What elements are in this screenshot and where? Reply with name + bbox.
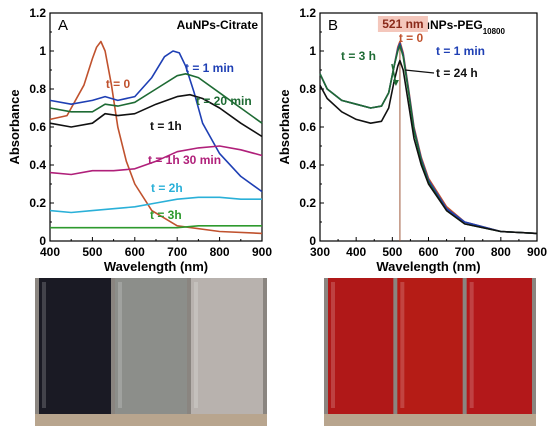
series-group xyxy=(49,40,263,235)
x-tick-label: 600 xyxy=(418,245,438,259)
series-label: t = 3 h xyxy=(341,49,376,63)
series-label: t = 1h 30 min xyxy=(148,153,221,167)
series-line xyxy=(319,59,538,235)
peak-label-box xyxy=(377,16,428,32)
series-label: t = 20 min xyxy=(196,94,252,108)
cuvette-highlight xyxy=(194,282,198,408)
y-tick-label: 1 xyxy=(309,44,316,58)
series-line xyxy=(49,73,263,124)
y-tick-label: 1.2 xyxy=(299,6,316,20)
x-tick-label: 500 xyxy=(382,245,402,259)
cuvette xyxy=(397,278,463,414)
chart-title-subscript: 10800 xyxy=(483,27,506,36)
series-line xyxy=(49,196,262,214)
series-line xyxy=(50,225,262,229)
y-tick-label: 0.6 xyxy=(29,120,46,134)
chart-panel-a: 400 500 600 700 800 900 0 0.2 0.4 0.6 0.8 1 1.2 Wavel… xyxy=(7,6,272,274)
x-tick-label: 600 xyxy=(125,245,145,259)
plot-frame xyxy=(319,12,538,242)
panel-letter: A xyxy=(58,17,68,34)
series-label: t = 1h xyxy=(150,119,182,133)
series-label: t = 24 h xyxy=(436,66,478,80)
x-tick-label: 700 xyxy=(455,245,475,259)
y-tick-label: 0.2 xyxy=(29,196,46,210)
cuvette-photo-1 xyxy=(35,278,267,426)
x-tick-label: 400 xyxy=(40,245,60,259)
x-tick-label: 400 xyxy=(346,245,366,259)
series-label: t = 1 min xyxy=(185,61,234,75)
x-tick-label: 800 xyxy=(210,245,230,259)
cuvette xyxy=(39,278,111,414)
y-tick-label: 0 xyxy=(39,234,46,248)
series-line xyxy=(49,40,263,235)
arrow-3h-head xyxy=(392,80,399,86)
photo-stand xyxy=(324,414,536,426)
x-tick-label: 900 xyxy=(252,245,272,259)
chart-panel-b: 300 400 500 600 700 800 900 0 0.2 0.4 0.6 0.8 1 1.2 Wa… xyxy=(277,6,547,274)
series-label: t = 0 xyxy=(399,31,424,45)
x-tick-label: 800 xyxy=(491,245,511,259)
x-tick-label: 700 xyxy=(167,245,187,259)
x-tick-label: 500 xyxy=(82,245,102,259)
series-label: t = 0 xyxy=(106,77,131,91)
y-tick-label: 0.2 xyxy=(299,196,316,210)
chart-title: AuNPs-Citrate xyxy=(177,18,259,32)
cuvette-highlight xyxy=(331,282,335,408)
y-tick-label: 1 xyxy=(39,44,46,58)
cuvette xyxy=(466,278,532,414)
x-axis-label: Wavelength (nm) xyxy=(376,259,480,274)
cuvette xyxy=(328,278,394,414)
x-tick-label: 900 xyxy=(527,245,547,259)
series-label: t = 1 min xyxy=(436,44,485,58)
y-tick-label: 0.4 xyxy=(29,158,46,172)
series-line xyxy=(49,50,263,193)
y-tick-label: 0.4 xyxy=(299,158,316,172)
cuvette-highlight xyxy=(118,282,122,408)
chart-title: AuNPs-PEG10800 xyxy=(414,18,505,36)
series-label: t = 3h xyxy=(150,208,182,222)
cuvette xyxy=(115,278,187,414)
series-label: t = 2h xyxy=(151,181,183,195)
cuvette-highlight xyxy=(42,282,46,408)
x-tick-label: 300 xyxy=(310,245,330,259)
y-tick-label: 0 xyxy=(309,234,316,248)
cuvette xyxy=(191,278,263,414)
y-axis-label: Absorbance xyxy=(7,89,22,164)
cuvette-highlight xyxy=(400,282,405,408)
cuvette-highlight xyxy=(469,282,474,408)
cuvette-photo-2 xyxy=(324,278,536,426)
y-tick-label: 0.8 xyxy=(299,82,316,96)
series-line xyxy=(49,145,263,176)
peak-annotation: 521 nm xyxy=(382,17,423,31)
series-group xyxy=(319,40,538,235)
x-axis-label: Wavelength (nm) xyxy=(104,259,208,274)
y-tick-label: 0.6 xyxy=(299,120,316,134)
arrow-24h xyxy=(404,69,435,74)
y-axis-label: Absorbance xyxy=(277,89,292,164)
panel-letter: B xyxy=(328,17,338,34)
y-tick-label: 1.2 xyxy=(29,6,46,20)
photo-stand xyxy=(35,414,267,426)
y-tick-label: 0.8 xyxy=(29,82,46,96)
series-line xyxy=(49,93,263,138)
